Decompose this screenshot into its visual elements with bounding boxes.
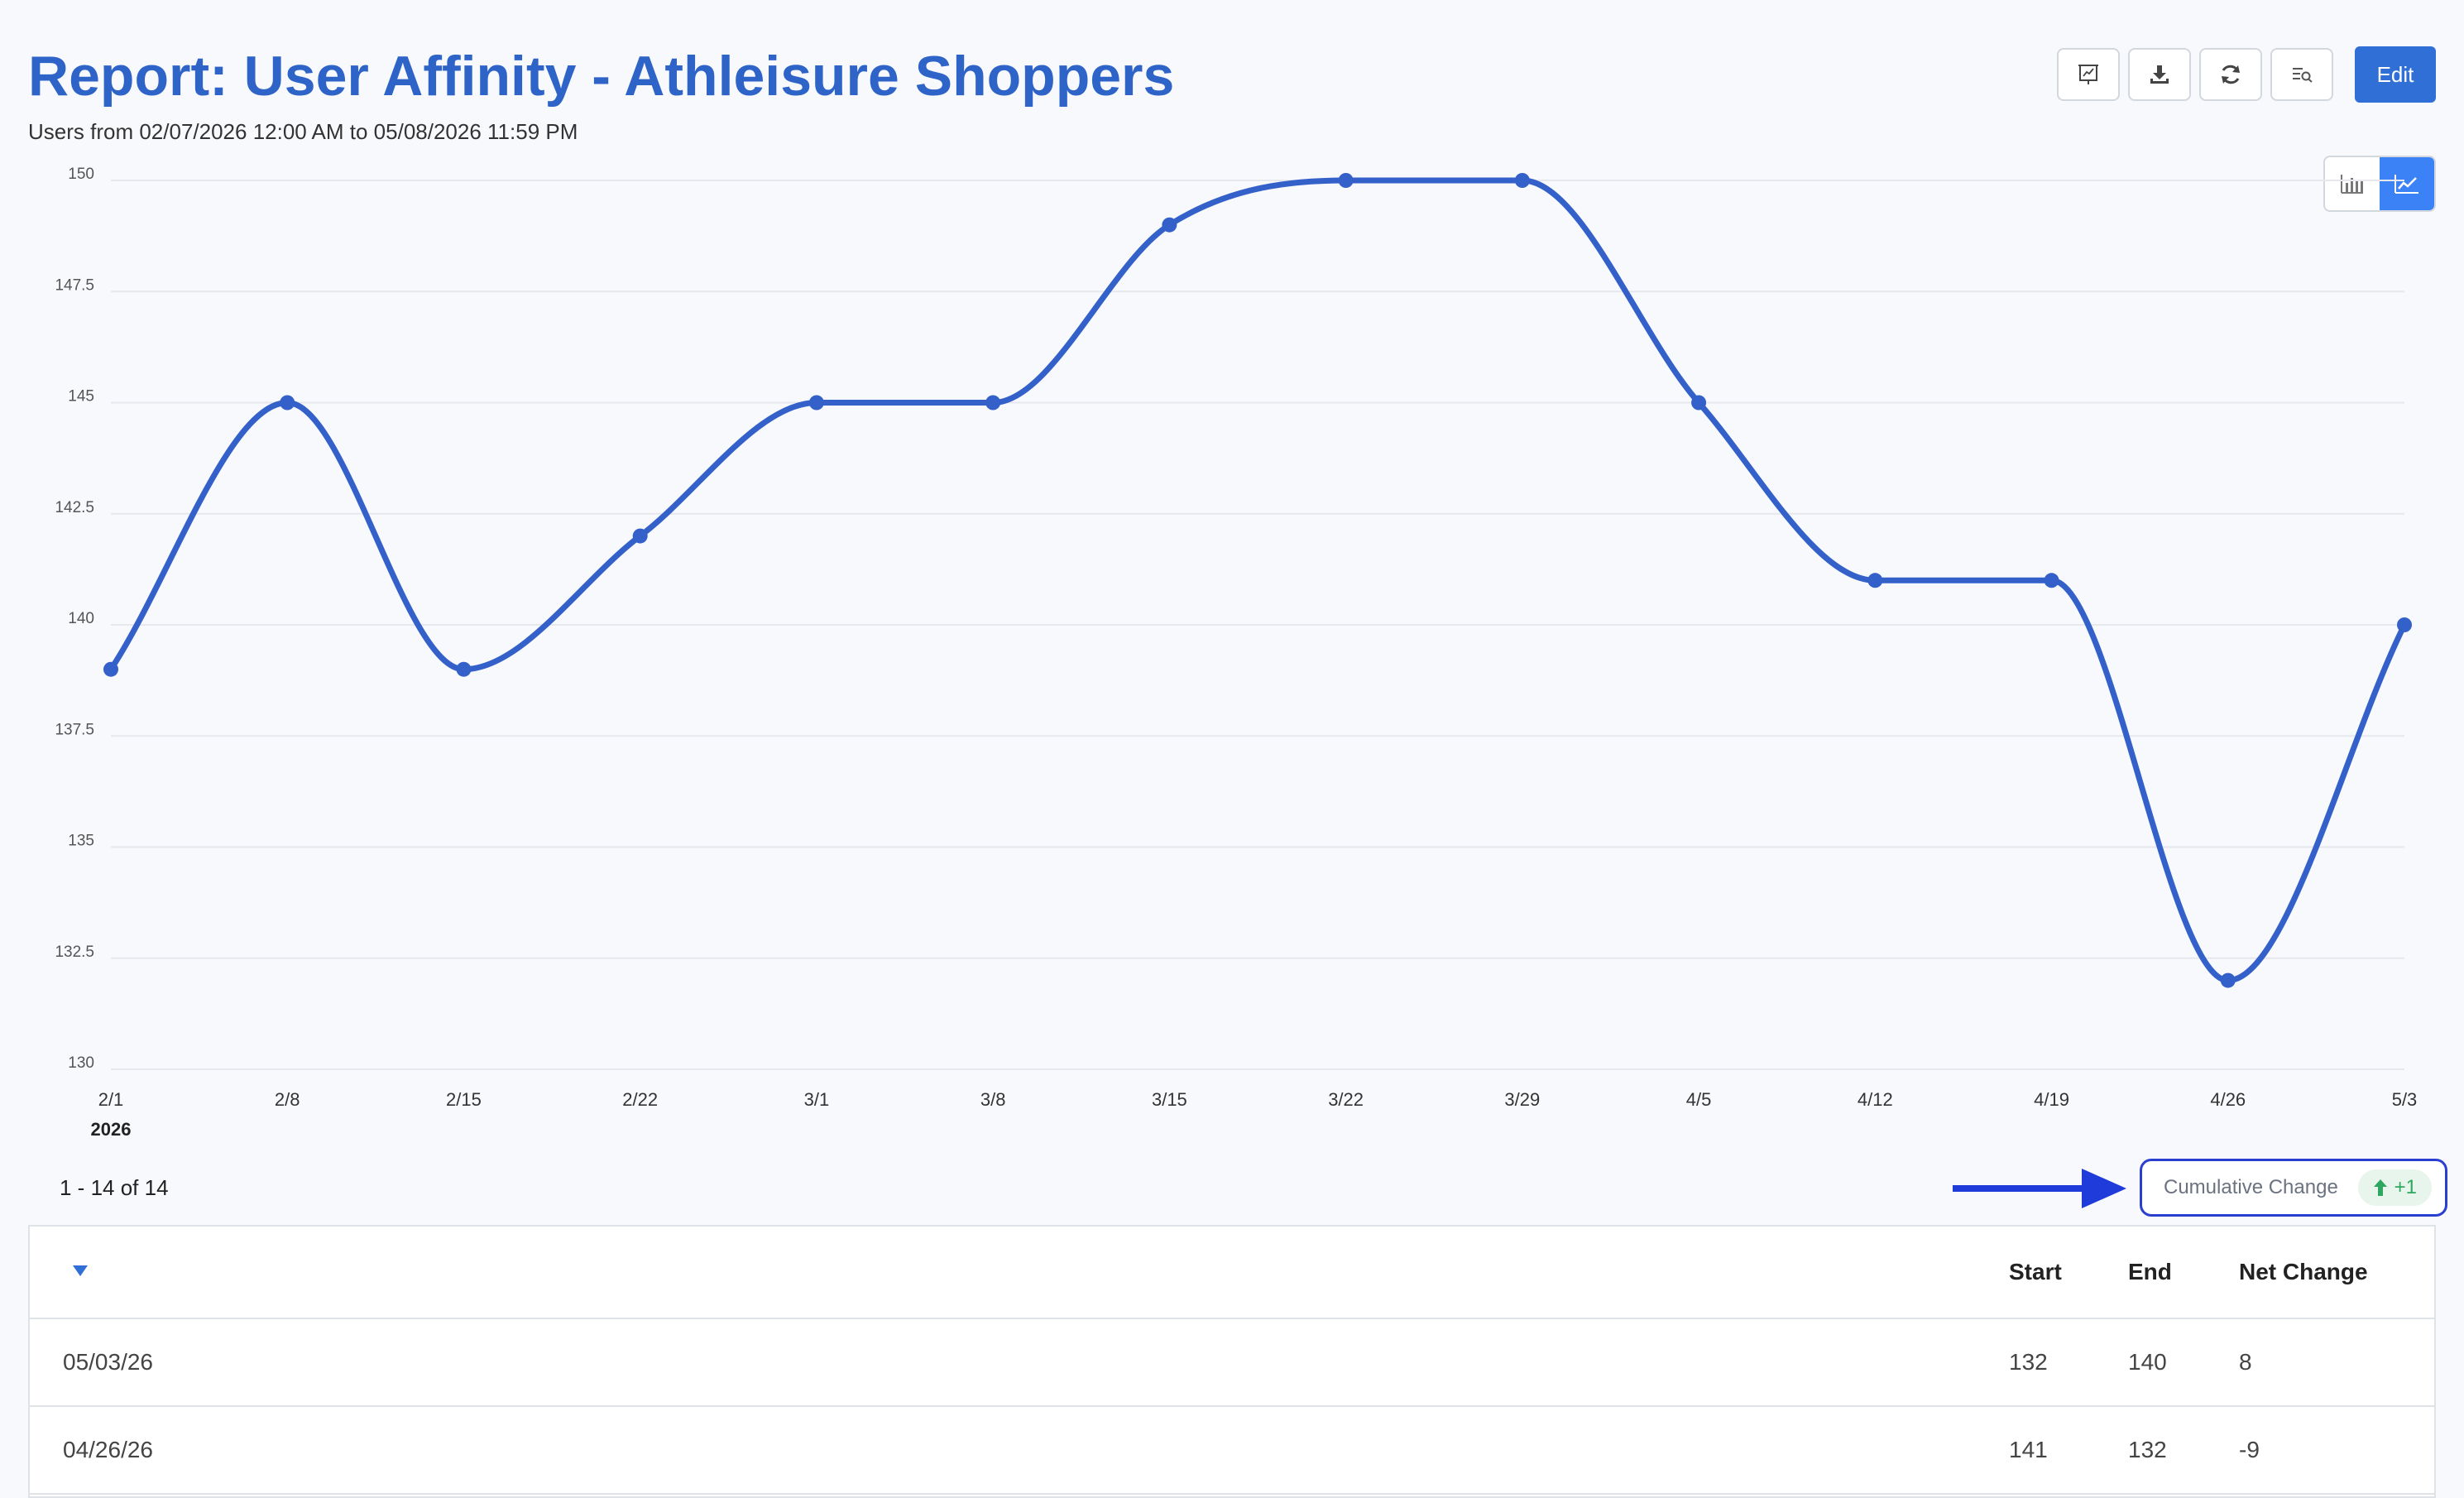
- x-tick-label: 2/22: [622, 1089, 658, 1110]
- row-end: 132: [2128, 1437, 2167, 1462]
- x-year-label: 2026: [91, 1119, 132, 1140]
- data-point: [2397, 617, 2412, 632]
- table-row[interactable]: 05/03/26 132 140 8: [30, 1319, 2434, 1407]
- row-start: 132: [2009, 1349, 2048, 1375]
- table-header: Start End Net Change: [30, 1227, 2434, 1319]
- x-tick-label: 4/5: [1686, 1089, 1712, 1110]
- arrow-pointer-icon: [1953, 1169, 2126, 1208]
- table-row[interactable]: 04/26/26 141 132 -9: [30, 1407, 2434, 1495]
- column-header-start[interactable]: Start: [2009, 1259, 2062, 1284]
- data-point: [632, 528, 648, 544]
- presentation-button[interactable]: [2057, 48, 2120, 101]
- y-tick-label: 135: [68, 833, 94, 850]
- refresh-icon: [2222, 65, 2240, 84]
- line-chart-view-button[interactable]: [2380, 157, 2434, 210]
- row-net-change: -9: [2239, 1437, 2260, 1462]
- arrow-up-icon: [2373, 1179, 2387, 1196]
- column-header-end[interactable]: End: [2128, 1259, 2172, 1284]
- row-start: 141: [2009, 1437, 2048, 1462]
- bar-chart-view-button[interactable]: [2325, 157, 2380, 210]
- sort-down-icon[interactable]: [71, 1263, 89, 1278]
- data-point: [280, 395, 295, 411]
- row-net-change: 8: [2239, 1349, 2252, 1375]
- toolbar: Edit: [2057, 46, 2436, 103]
- data-table: Start End Net Change 05/03/26 132 140 8 …: [28, 1225, 2436, 1498]
- y-tick-label: 145: [68, 388, 94, 406]
- cumulative-change-badge: +1: [2357, 1169, 2432, 1206]
- y-tick-label: 150: [68, 166, 94, 183]
- line-chart-icon: [2394, 175, 2418, 194]
- x-tick-label: 3/22: [1328, 1089, 1364, 1110]
- x-tick-label: 2/15: [446, 1089, 482, 1110]
- cumulative-change-chip[interactable]: Cumulative Change +1: [2140, 1159, 2447, 1217]
- data-point: [985, 395, 1001, 411]
- x-tick-label: 3/1: [804, 1089, 830, 1110]
- presentation-icon: [2078, 65, 2098, 84]
- x-tick-label: 3/29: [1504, 1089, 1540, 1110]
- search-list-icon: [2293, 68, 2313, 83]
- data-point: [808, 395, 824, 411]
- page-title: Report: User Affinity - Athleisure Shopp…: [28, 45, 1175, 108]
- data-point: [2044, 573, 2059, 588]
- x-tick-label: 3/15: [1152, 1089, 1187, 1110]
- series-line: [108, 177, 2408, 984]
- data-point: [1691, 395, 1707, 411]
- data-point: [1514, 173, 1530, 188]
- data-point: [456, 661, 472, 677]
- x-tick-label: 3/8: [980, 1089, 1006, 1110]
- data-point: [103, 661, 118, 677]
- data-point: [1867, 573, 1883, 588]
- y-tick-label: 132.5: [55, 943, 94, 961]
- row-date: 04/26/26: [63, 1437, 153, 1462]
- y-tick-label: 137.5: [55, 721, 94, 738]
- y-tick-label: 140: [68, 610, 94, 627]
- edit-button[interactable]: Edit: [2355, 46, 2436, 103]
- y-tick-label: 147.5: [55, 276, 94, 294]
- x-tick-label: 2/8: [275, 1089, 300, 1110]
- x-tick-label: 5/3: [2392, 1089, 2418, 1110]
- x-tick-label: 4/19: [2034, 1089, 2069, 1110]
- row-date: 05/03/26: [63, 1349, 153, 1375]
- column-header-net-change[interactable]: Net Change: [2239, 1259, 2368, 1284]
- pagination-text: 1 - 14 of 14: [60, 1175, 169, 1200]
- cumulative-change-label: Cumulative Change: [2164, 1176, 2338, 1198]
- download-button[interactable]: [2128, 48, 2191, 101]
- download-icon: [2150, 65, 2169, 84]
- date-range-subtitle: Users from 02/07/2026 12:00 AM to 05/08/…: [28, 119, 578, 144]
- x-tick-label: 2/1: [98, 1089, 124, 1110]
- data-point: [1162, 217, 1177, 233]
- chart-view-toggle: [2323, 156, 2436, 212]
- report-header: Report: User Affinity - Athleisure Shopp…: [28, 41, 1174, 145]
- row-end: 140: [2128, 1349, 2167, 1375]
- refresh-button[interactable]: [2199, 48, 2262, 101]
- x-tick-label: 4/26: [2210, 1089, 2246, 1110]
- data-point: [2220, 972, 2236, 988]
- cumulative-change-value: +1: [2394, 1176, 2417, 1198]
- y-tick-label: 142.5: [55, 499, 94, 516]
- x-tick-label: 4/12: [1858, 1089, 1893, 1110]
- y-tick-label: 130: [68, 1054, 94, 1072]
- data-point: [1338, 173, 1354, 188]
- bar-chart-icon: [2341, 175, 2363, 194]
- inspect-button[interactable]: [2270, 48, 2333, 101]
